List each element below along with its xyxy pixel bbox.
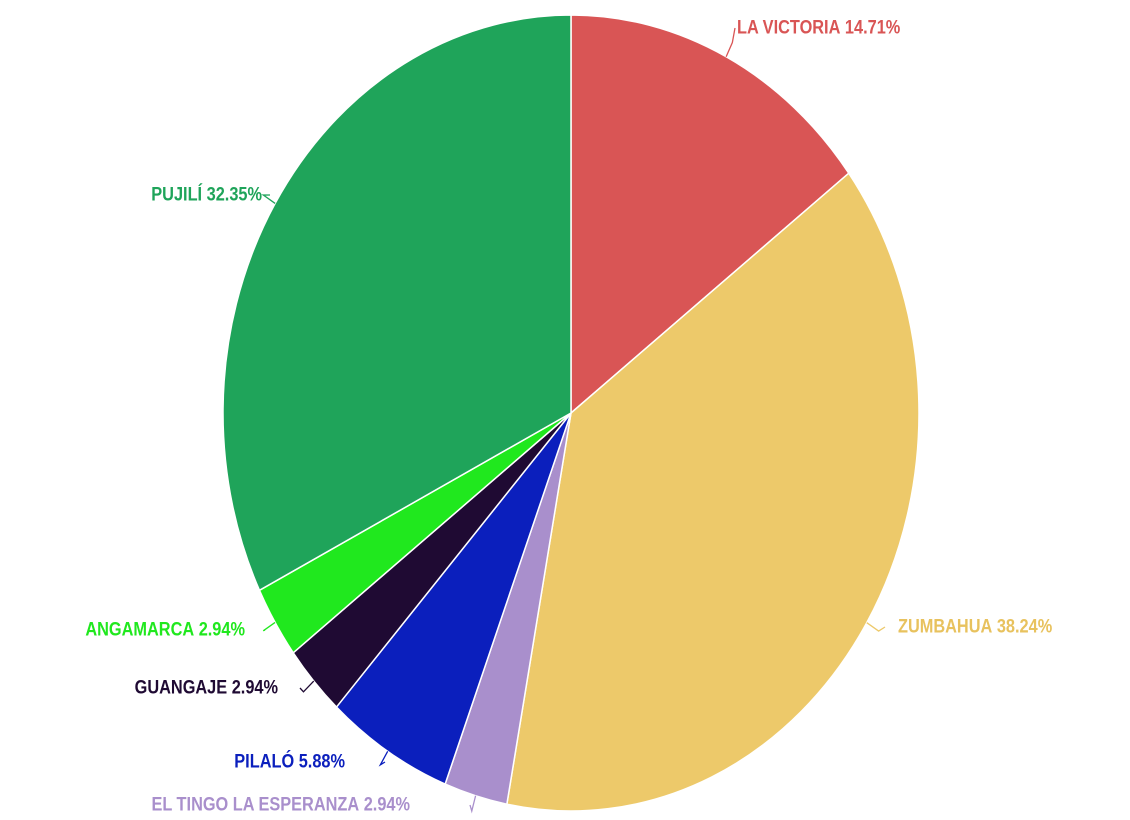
slice-label: GUANGAJE 2.94% bbox=[135, 676, 279, 697]
pie-slice bbox=[222, 14, 572, 592]
label-name: LA VICTORIA bbox=[737, 16, 841, 37]
label-value: 2.94% bbox=[364, 793, 411, 814]
leader-line bbox=[261, 194, 276, 204]
leader-line bbox=[866, 622, 886, 632]
label-value: 14.71% bbox=[845, 16, 901, 37]
label-name: ANGAMARCA bbox=[85, 618, 194, 639]
leader-line bbox=[262, 621, 276, 632]
label-name: ZUMBAHUA bbox=[898, 615, 993, 636]
slice-label: EL TINGO LA ESPERANZA 2.94% bbox=[151, 793, 410, 814]
slice-label: LA VICTORIA 14.71% bbox=[737, 16, 901, 37]
slice-label: ANGAMARCA 2.94% bbox=[85, 618, 245, 639]
pie-slice bbox=[570, 14, 850, 415]
leader-line bbox=[299, 680, 315, 693]
slice-label: PUJILÍ 32.35% bbox=[151, 182, 262, 205]
label-value: 32.35% bbox=[207, 183, 263, 204]
slice-label: PILALÓ 5.88% bbox=[234, 749, 345, 772]
leader-line bbox=[469, 795, 477, 814]
pie-slice bbox=[506, 172, 920, 812]
label-name: GUANGAJE bbox=[135, 676, 228, 697]
pie-slice bbox=[335, 412, 572, 786]
label-name: EL TINGO LA ESPERANZA bbox=[151, 793, 359, 814]
slice-label: ZUMBAHUA 38.24% bbox=[898, 615, 1052, 636]
label-name: PILALÓ bbox=[234, 749, 294, 772]
leader-line bbox=[378, 750, 389, 767]
label-value: 38.24% bbox=[997, 615, 1053, 636]
label-value: 2.94% bbox=[232, 676, 279, 697]
label-value: 5.88% bbox=[299, 750, 346, 771]
label-name: PUJILÍ bbox=[151, 182, 203, 205]
leader-line bbox=[725, 27, 736, 58]
label-value: 2.94% bbox=[199, 618, 246, 639]
